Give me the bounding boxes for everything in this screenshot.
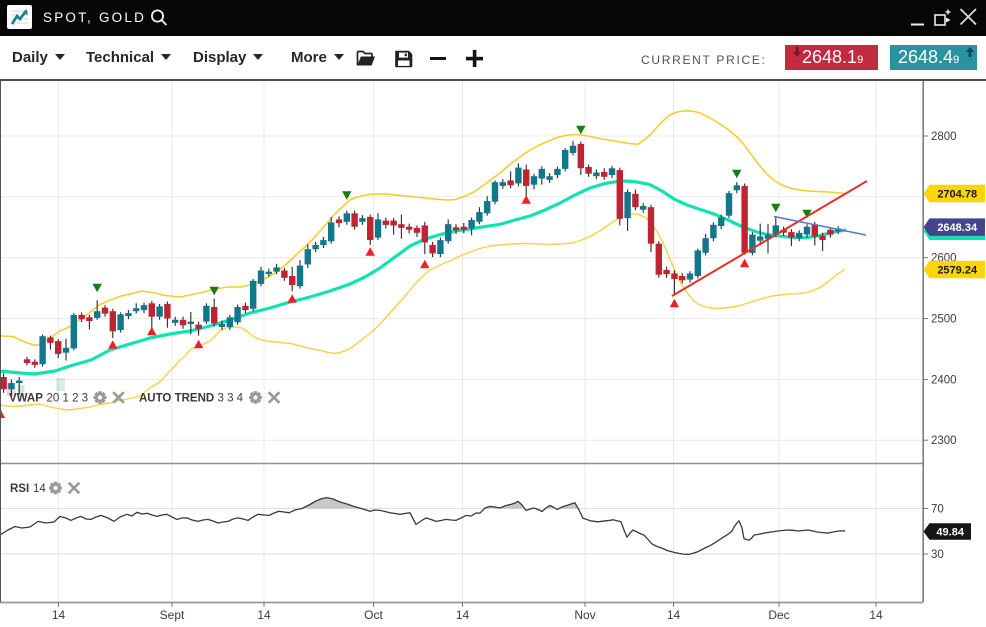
svg-text:3 3 4: 3 3 4	[218, 393, 244, 405]
svg-text:RSI: RSI	[10, 483, 29, 495]
svg-text:2704.78: 2704.78	[937, 189, 977, 201]
svg-text:2300: 2300	[931, 435, 957, 447]
svg-text:Sept: Sept	[160, 608, 185, 622]
svg-text:Nov: Nov	[574, 608, 595, 622]
svg-text:2500: 2500	[931, 314, 957, 326]
svg-text:14: 14	[257, 608, 271, 622]
svg-text:30: 30	[931, 549, 944, 561]
svg-text:70: 70	[931, 504, 944, 516]
svg-text:49.84: 49.84	[936, 527, 964, 539]
svg-text:14: 14	[667, 608, 681, 622]
svg-text:2648.34: 2648.34	[937, 222, 978, 234]
svg-text:14: 14	[52, 608, 66, 622]
svg-text:2800: 2800	[931, 131, 957, 143]
svg-text:Dec: Dec	[768, 608, 789, 622]
svg-text:2579.24: 2579.24	[937, 265, 978, 277]
svg-text:14: 14	[456, 608, 470, 622]
svg-text:Oct: Oct	[364, 608, 383, 622]
svg-text:2400: 2400	[931, 374, 957, 386]
svg-text:14: 14	[33, 483, 46, 495]
svg-text:20 1 2 3: 20 1 2 3	[47, 393, 89, 405]
svg-text:VWAP: VWAP	[9, 393, 43, 405]
svg-text:AUTO TREND: AUTO TREND	[139, 393, 214, 405]
svg-text:14: 14	[869, 608, 883, 622]
